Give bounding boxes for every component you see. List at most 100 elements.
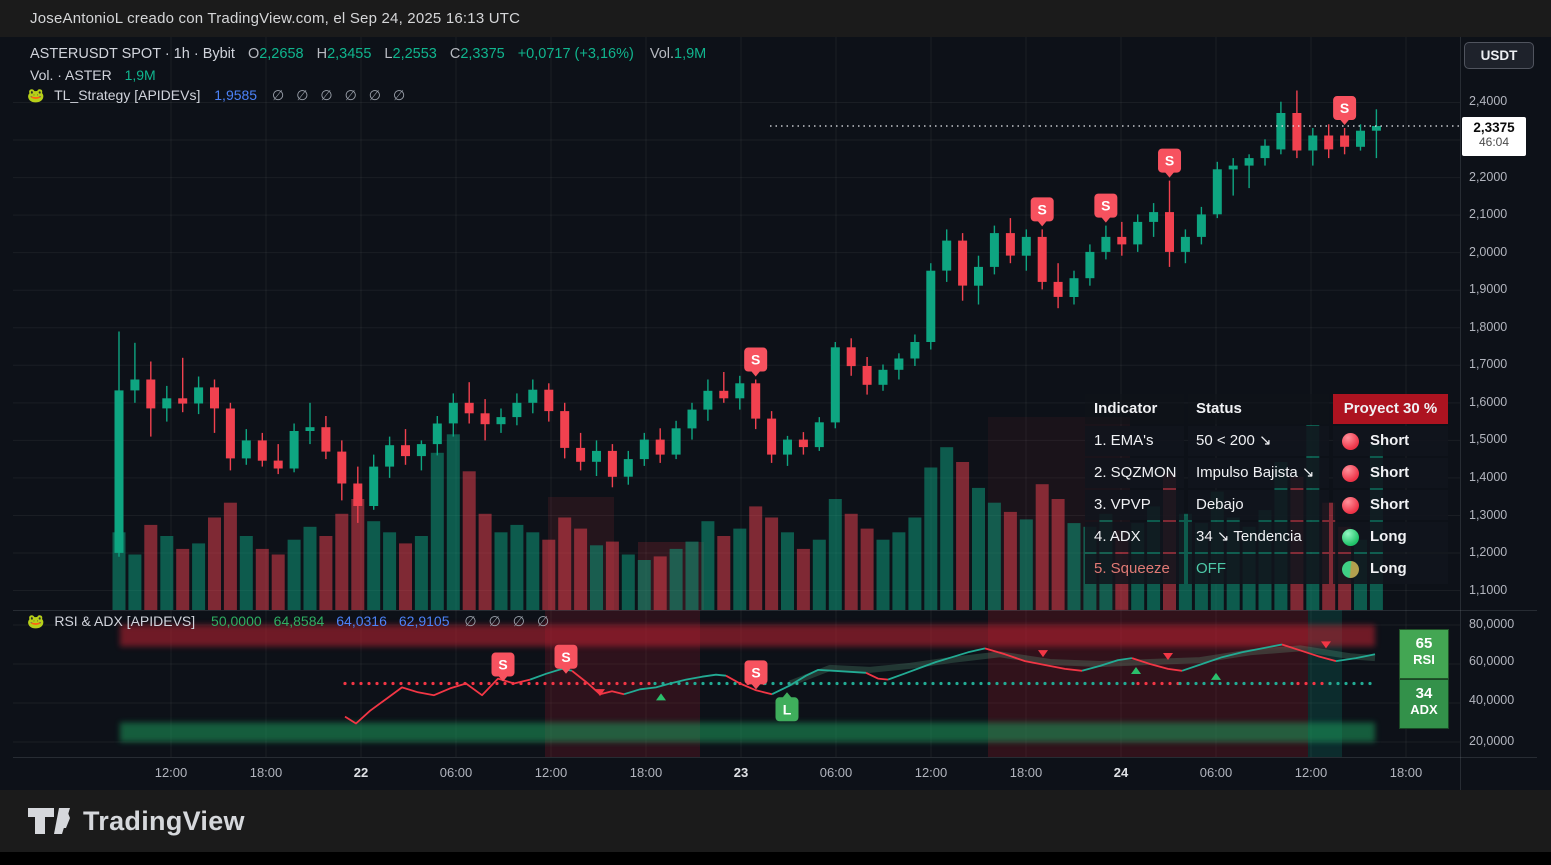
svg-text:S: S — [498, 657, 507, 673]
adx-value-badge: 34 ADX — [1399, 679, 1449, 729]
strategy-empty-values: ∅ ∅ ∅ ∅ ∅ ∅ — [261, 87, 406, 103]
volume-legend[interactable]: Vol. · ASTER 1,9M — [30, 67, 156, 83]
rsi-indicator-name[interactable]: RSI & ADX [APIDEVS] — [54, 613, 196, 629]
tradingview-logo-text: TradingView — [83, 805, 245, 836]
adx-badge-value: 34 — [1415, 685, 1433, 702]
indicator-label: 1. EMA's — [1085, 426, 1184, 456]
signal-badge-S: S — [1158, 148, 1182, 178]
signal-badge-S: S — [744, 347, 768, 377]
indicator-label: 4. ADX — [1085, 522, 1184, 552]
rsi-values: 50,0000 64,8584 64,0316 62,9105 — [199, 613, 449, 629]
vol-value: 1,9M — [674, 46, 707, 62]
empty-set-glyph: ∅ — [536, 613, 551, 629]
signal-badge-S: S — [1094, 193, 1118, 223]
indicator-signal: Short — [1333, 426, 1448, 456]
time-axis-label: 06:00 — [439, 765, 473, 780]
tradingview-logo[interactable]: TradingView — [27, 805, 245, 837]
indicator-status: OFF — [1188, 554, 1329, 584]
table-row: 5. Squeeze OFF Long — [1085, 554, 1448, 584]
indicator-status: 50 < 200 ↘ — [1188, 426, 1329, 456]
signal-badge-S: S — [1333, 96, 1357, 126]
indicator-status-table: Indicator Status Proyect 30 % 1. EMA's 5… — [1085, 394, 1448, 586]
empty-set-glyph: ∅ — [488, 613, 502, 629]
table-row: 4. ADX 34 ↘ Tendencia Long — [1085, 522, 1448, 552]
indicator-label: 5. Squeeze — [1085, 554, 1184, 584]
ohlc-item: O2,2658 — [247, 46, 304, 62]
time-axis-label: 12:00 — [914, 765, 948, 780]
empty-set-glyph: ∅ — [512, 613, 526, 629]
tradingview-logo-icon — [28, 808, 70, 834]
rsi-plot-value: 64,8584 — [273, 613, 325, 629]
rsi-axis-label: 40,0000 — [1469, 693, 1515, 707]
frog-icon: 🐸 — [27, 613, 45, 629]
signal-dot-red — [1342, 496, 1359, 514]
ohlc-item: H2,3455 — [316, 46, 372, 62]
volume-legend-value: 1,9M — [124, 67, 156, 83]
chart-container: S S S S S S S S L ASTERUSDT SPOT · 1h · Bybit O2… — [0, 37, 1551, 790]
empty-set-glyph: ∅ — [271, 87, 286, 103]
current-price-value: 2,3375 — [1473, 120, 1515, 135]
empty-set-glyph: ∅ — [368, 87, 382, 103]
time-axis[interactable]: 12:00 18:00 22 06:00 12:00 18:00 23 06:00 12:00 1… — [0, 757, 1537, 790]
indicator-label: 3. VPVP — [1085, 490, 1184, 520]
vol-label: Vol. — [649, 46, 675, 62]
symbol-title[interactable]: ASTERUSDT SPOT · 1h · Bybit — [30, 46, 235, 62]
strategy-legend[interactable]: 🐸 TL_Strategy [APIDEVs] 1,9585 ∅ ∅ ∅ ∅ ∅ ∅ — [27, 87, 406, 104]
header-status: Status — [1188, 394, 1329, 424]
rsi-axis-label: 80,0000 — [1469, 617, 1515, 631]
time-axis-label: 12:00 — [534, 765, 568, 780]
svg-text:S: S — [1101, 198, 1110, 214]
time-axis-label: 06:00 — [819, 765, 853, 780]
rsi-axis-label: 60,0000 — [1469, 654, 1515, 668]
rsi-value-badge: 65 RSI — [1399, 629, 1449, 679]
current-price-label: 2,3375 46:04 — [1462, 117, 1526, 156]
attribution-text: JoseAntonioL creado con TradingView.com,… — [30, 10, 521, 27]
time-axis-label: 18:00 — [629, 765, 663, 780]
rsi-legend[interactable]: 🐸 RSI & ADX [APIDEVS] 50,0000 64,8584 64,0… — [27, 613, 550, 630]
rsi-chart-canvas[interactable]: S S S L — [13, 610, 1460, 757]
rsi-badge-label: RSI — [1413, 652, 1435, 667]
empty-set-glyph: ∅ — [393, 87, 407, 103]
indicator-signal: Short — [1333, 490, 1448, 520]
empty-set-glyph: ∅ — [464, 613, 478, 629]
price-axis-label: 1,3000 — [1469, 508, 1508, 522]
signal-dot-red — [1342, 464, 1359, 482]
change-value: +0,0717 (+3,16%) — [517, 46, 634, 62]
price-axis-label: 2,4000 — [1469, 94, 1508, 108]
price-axis-label: 1,9000 — [1469, 282, 1508, 296]
indicator-signal: Short — [1333, 458, 1448, 488]
frog-icon: 🐸 — [27, 87, 45, 103]
svg-text:L: L — [783, 701, 792, 717]
price-axis-separator — [1460, 37, 1461, 790]
time-axis-label: 18:00 — [1009, 765, 1043, 780]
indicator-status: Debajo — [1188, 490, 1329, 520]
symbol-legend[interactable]: ASTERUSDT SPOT · 1h · Bybit O2,2658 H2,345… — [30, 46, 706, 62]
pane-separator[interactable] — [13, 610, 1537, 611]
attribution-bar: JoseAntonioL creado con TradingView.com,… — [0, 0, 1551, 37]
signal-dot-green — [1342, 528, 1359, 546]
ohlc-item: C2,3375 — [449, 46, 505, 62]
table-row: 3. VPVP Debajo Short — [1085, 490, 1448, 520]
time-axis-label: 23 — [733, 765, 749, 780]
time-axis-label: 22 — [353, 765, 369, 780]
signal-badge-S: S — [744, 660, 768, 690]
signal-badge-S: S — [554, 644, 578, 674]
rsi-empty-values: ∅ ∅ ∅ ∅ — [453, 613, 550, 629]
rsi-axis-label: 20,0000 — [1469, 734, 1515, 748]
signal-badge-S: S — [491, 652, 515, 682]
svg-text:S: S — [751, 664, 760, 680]
rsi-plot-value: 50,0000 — [211, 613, 262, 629]
price-axis-label: 1,8000 — [1469, 320, 1508, 334]
strategy-name[interactable]: TL_Strategy [APIDEVs] — [54, 87, 201, 103]
rsi-plot-value: 62,9105 — [398, 613, 450, 629]
rsi-badge-value: 65 — [1415, 635, 1433, 652]
strategy-value: 1,9585 — [214, 87, 258, 103]
currency-toggle-button[interactable]: USDT — [1464, 42, 1534, 69]
header-proyect: Proyect 30 % — [1333, 394, 1448, 424]
header-indicator: Indicator — [1085, 394, 1184, 424]
svg-text:S: S — [1340, 100, 1349, 116]
time-axis-label: 24 — [1113, 765, 1129, 780]
price-axis-label: 2,2000 — [1469, 170, 1508, 184]
time-axis-label: 12:00 — [154, 765, 188, 780]
svg-text:S: S — [561, 649, 570, 665]
